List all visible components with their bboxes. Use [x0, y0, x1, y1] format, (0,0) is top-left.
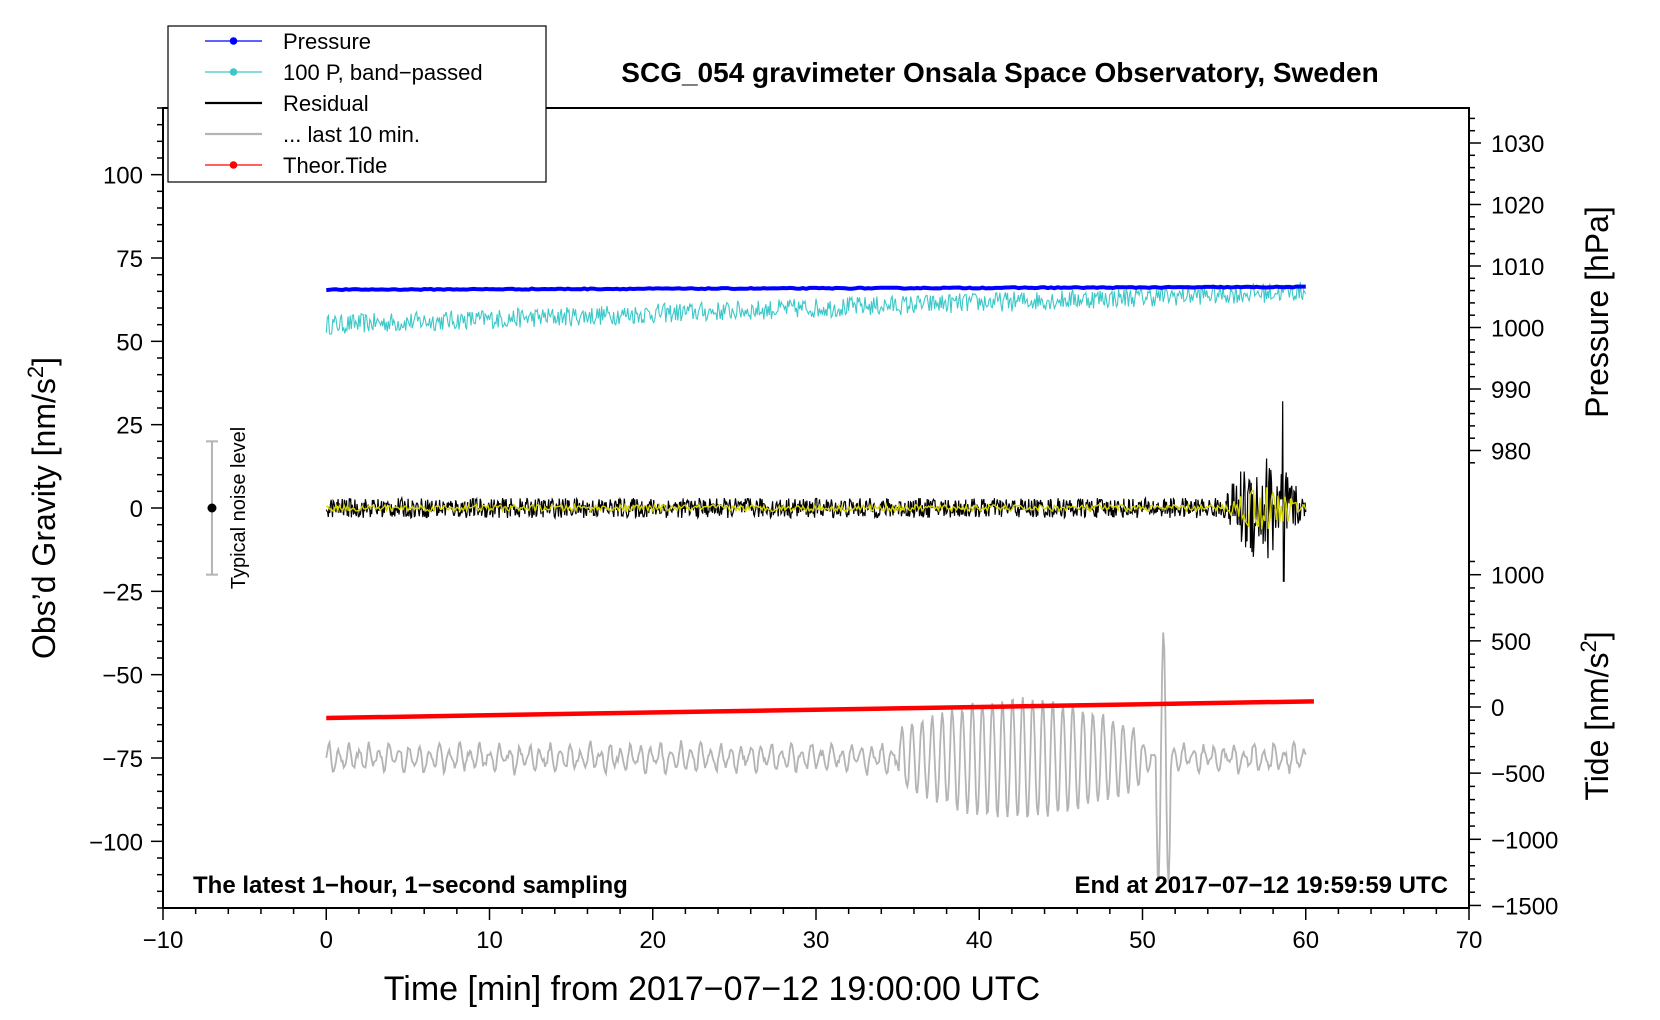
tide-tick-label: −1000 [1491, 827, 1558, 854]
y-axis-label-pressure: Pressure [hPa] [1579, 206, 1615, 418]
pressure-tick-label: 990 [1491, 377, 1531, 404]
y-left-tick-label: 0 [130, 496, 143, 523]
tide-tick-label: −1500 [1491, 893, 1558, 920]
series-pressure [326, 284, 1306, 293]
tide-tick-label: −500 [1491, 761, 1545, 788]
chart-title: SCG_054 gravimeter Onsala Space Observat… [621, 57, 1378, 88]
left-axis: 100 75 50 25 0 −25 −50 −75 −100 [89, 107, 163, 909]
x-axis-label: Time [min] from 2017−07−12 19:00:00 UTC [384, 970, 1040, 1008]
legend-marker [229, 68, 238, 76]
y-left-tick-label: 100 [103, 163, 143, 190]
x-tick-label: 70 [1456, 927, 1483, 954]
series-residual-filtered [326, 487, 1307, 530]
pressure-tick-label: 1000 [1491, 316, 1544, 343]
annotation-left: The latest 1−hour, 1−second sampling [193, 872, 628, 899]
noise-bar-label: Typical noise level [228, 427, 250, 589]
y-left-tick-label: −25 [102, 579, 143, 606]
series-residual [325, 401, 1307, 582]
noise-bar-dot [207, 503, 217, 513]
x-tick-label: 10 [476, 927, 503, 954]
tide-tick-label: 0 [1491, 695, 1504, 722]
noise-bar: Typical noise level [205, 427, 250, 589]
pressure-tick-label: 1030 [1491, 131, 1544, 158]
bottom-axis: −10 0 10 20 30 40 50 60 70 [143, 908, 1483, 954]
series-last-10-min [325, 632, 1307, 883]
series-bandpassed-pressure [325, 281, 1307, 335]
y-axis-label-tide: Tide [nm/s2] [1576, 631, 1615, 800]
x-tick-label: −10 [143, 927, 184, 954]
pressure-tick-label: 1020 [1491, 193, 1544, 220]
pressure-axis: 1030 1020 1010 1000 990 980 [1469, 117, 1544, 466]
y-left-tick-label: 75 [116, 246, 143, 273]
tide-tick-label: 500 [1491, 629, 1531, 656]
y-left-tick-label: −50 [102, 663, 143, 690]
legend-label: Pressure [283, 29, 371, 54]
x-tick-label: 30 [803, 927, 830, 954]
legend-marker [229, 37, 238, 45]
x-tick-label: 60 [1292, 927, 1319, 954]
tide-axis: 1000 500 0 −500 −1000 −1500 [1469, 560, 1558, 920]
legend-label: Residual [283, 91, 369, 116]
pressure-tick-label: 1010 [1491, 254, 1544, 281]
y-left-tick-label: 25 [116, 413, 143, 440]
legend-label: Theor.Tide [283, 153, 387, 178]
y-axis-label-left: Obs’d Gravity [nm/s2] [23, 357, 62, 659]
series-group [325, 281, 1314, 883]
y-left-tick-label: 50 [116, 329, 143, 356]
legend-label: ... last 10 min. [283, 122, 420, 147]
annotation-right: End at 2017−07−12 19:59:59 UTC [1074, 872, 1448, 899]
series-theor-tide [326, 699, 1314, 721]
legend: Pressure 100 P, band−passed Residual ... la… [167, 25, 547, 183]
y-left-tick-label: −100 [89, 829, 143, 856]
x-tick-label: 40 [966, 927, 993, 954]
pressure-tick-label: 980 [1491, 439, 1531, 466]
legend-marker [229, 161, 238, 169]
y-left-tick-label: −75 [102, 746, 143, 773]
x-tick-label: 20 [639, 927, 666, 954]
x-tick-label: 50 [1129, 927, 1156, 954]
legend-label: 100 P, band−passed [283, 60, 483, 85]
x-tick-label: 0 [320, 927, 333, 954]
tide-tick-label: 1000 [1491, 563, 1544, 590]
